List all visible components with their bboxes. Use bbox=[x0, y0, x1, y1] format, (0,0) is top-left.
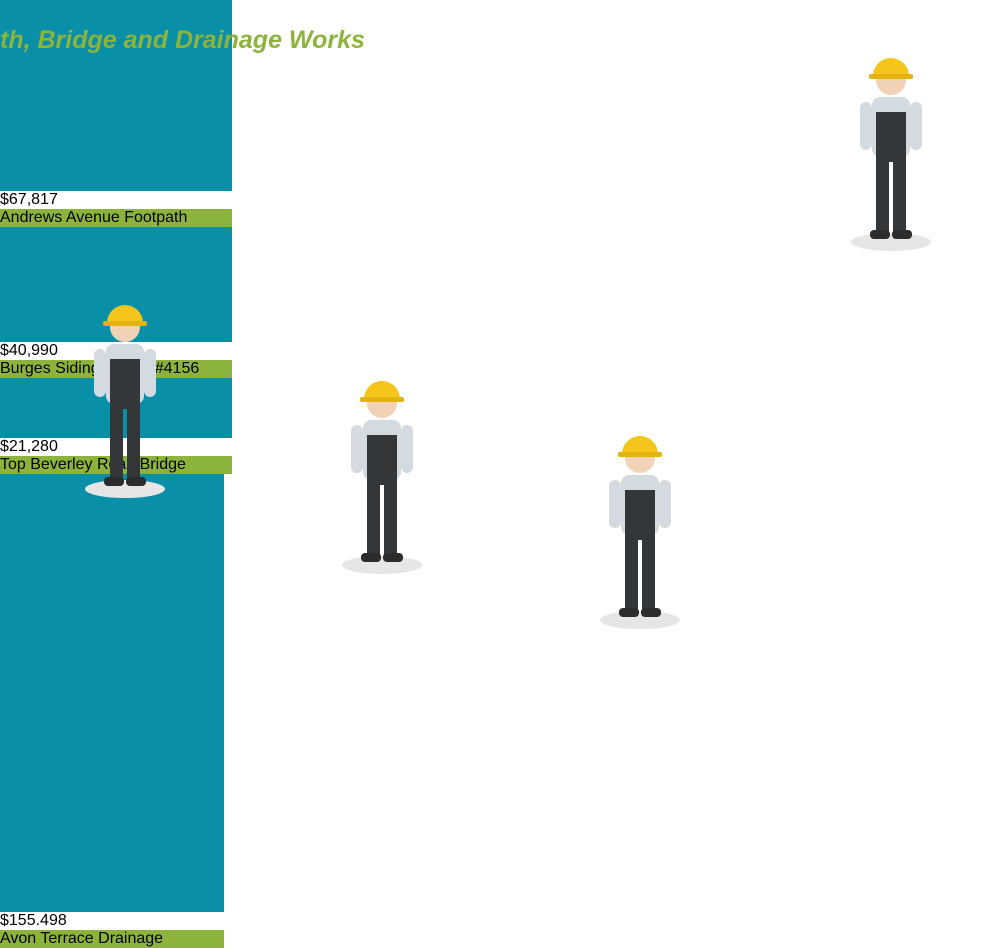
page: th, Bridge and Drainage Works (() => { c… bbox=[0, 0, 1003, 890]
value-label: $155.498 bbox=[0, 912, 224, 930]
worker-illustration bbox=[70, 289, 180, 499]
chart-title: th, Bridge and Drainage Works bbox=[0, 26, 365, 55]
bar bbox=[0, 474, 224, 912]
category-label: Avon Terrace Drainage bbox=[0, 930, 224, 948]
category-label: Andrews Avenue Footpath bbox=[0, 209, 232, 227]
value-label: $67,817 bbox=[0, 191, 232, 209]
worker-illustration bbox=[327, 365, 437, 575]
worker-illustration bbox=[585, 420, 695, 630]
worker-illustration bbox=[836, 42, 946, 252]
